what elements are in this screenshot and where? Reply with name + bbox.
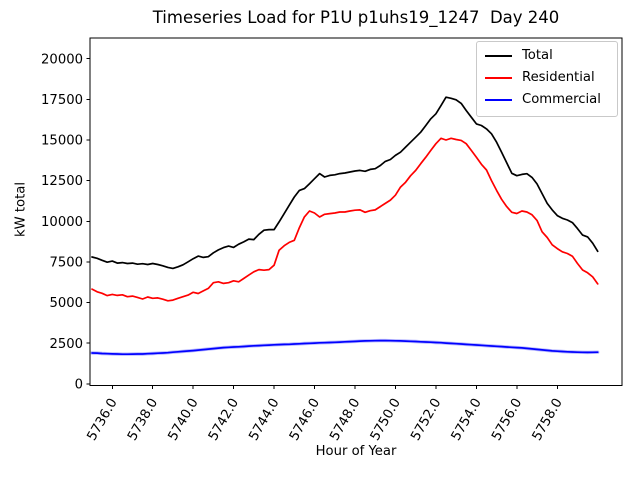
chart-title: Timeseries Load for P1U p1uhs19_1247 Day… bbox=[152, 8, 560, 27]
x-tick-label: 5736.0 bbox=[85, 396, 121, 443]
legend-label-residential: Residential bbox=[522, 70, 595, 85]
legend-entry-commercial: Commercial bbox=[485, 89, 617, 111]
x-tick-label: 5740.0 bbox=[166, 396, 202, 443]
legend-label-total: Total bbox=[522, 48, 553, 63]
y-tick-label: 20000 bbox=[41, 52, 83, 67]
legend-entry-total: Total bbox=[485, 45, 617, 67]
legend-line-swatch-commercial bbox=[485, 99, 512, 101]
legend: Total Residential Commercial bbox=[476, 41, 618, 117]
legend-line-swatch-residential bbox=[485, 77, 512, 79]
x-tick-label: 5738.0 bbox=[125, 396, 161, 443]
series-line-commercial bbox=[91, 339, 599, 356]
x-tick-label: 5744.0 bbox=[246, 396, 282, 443]
y-tick-label: 15000 bbox=[41, 134, 83, 149]
y-tick-label: 7500 bbox=[49, 256, 83, 271]
x-tick-label: 5758.0 bbox=[530, 396, 566, 443]
y-tick-label: 2500 bbox=[49, 337, 83, 352]
legend-label-commercial: Commercial bbox=[522, 92, 601, 107]
x-tick-label: 5748.0 bbox=[327, 396, 363, 443]
series-line-total bbox=[91, 96, 599, 270]
series-line-residential bbox=[91, 137, 599, 302]
y-tick-label: 17500 bbox=[41, 93, 83, 108]
x-tick-label: 5754.0 bbox=[449, 396, 485, 443]
y-tick-label: 0 bbox=[75, 377, 83, 392]
x-tick-label: 5742.0 bbox=[206, 396, 242, 443]
y-tick-label: 10000 bbox=[41, 215, 83, 230]
x-tick-label: 5746.0 bbox=[287, 396, 323, 443]
x-axis-label: Hour of Year bbox=[315, 444, 397, 459]
plot-border bbox=[89, 37, 623, 386]
legend-entry-residential: Residential bbox=[485, 67, 617, 89]
y-tick-label: 5000 bbox=[49, 296, 83, 311]
y-axis-label: kW total bbox=[13, 181, 29, 238]
x-tick-label: 5750.0 bbox=[368, 396, 404, 443]
x-tick-label: 5752.0 bbox=[408, 396, 444, 443]
y-tick-label: 12500 bbox=[41, 174, 83, 189]
x-tick-label: 5756.0 bbox=[489, 396, 525, 443]
legend-line-swatch-total bbox=[485, 55, 512, 57]
